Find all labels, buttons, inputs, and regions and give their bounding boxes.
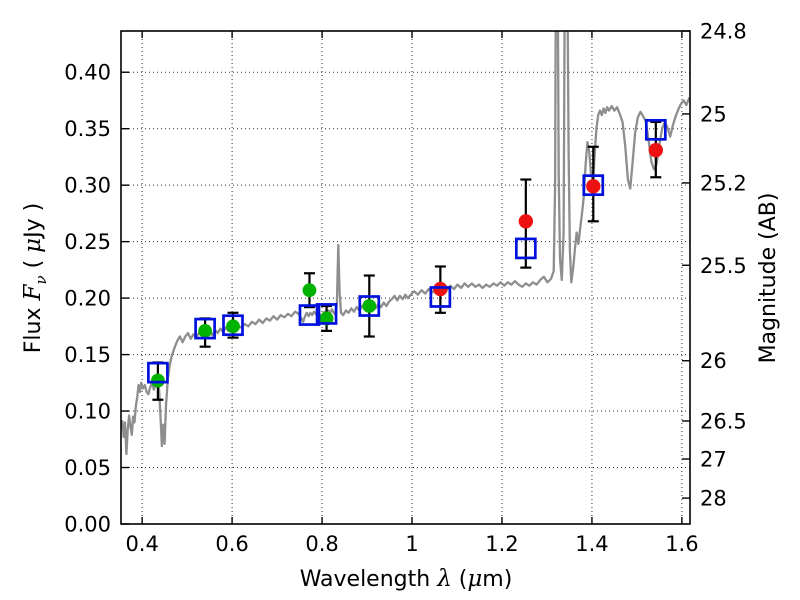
flux-tick-label: 0.40 xyxy=(64,61,111,85)
model-photometry-square xyxy=(358,295,381,317)
green-data-point xyxy=(198,323,213,338)
green-data-point xyxy=(302,283,317,298)
green-data-point xyxy=(362,299,377,313)
spectrum-line xyxy=(121,31,690,456)
model-photometry-square xyxy=(298,304,321,326)
gridlines xyxy=(121,31,690,524)
plot-frame xyxy=(120,30,691,525)
model-photometry-square xyxy=(514,237,537,260)
x-tick-label: 1.6 xyxy=(665,532,698,556)
red-data-point xyxy=(648,142,664,158)
flux-tick-label: 0.35 xyxy=(64,117,111,141)
red-data-point xyxy=(518,214,534,229)
model-photometry-square xyxy=(194,317,216,340)
red-data-point xyxy=(433,281,448,297)
mag-tick-label: 25.2 xyxy=(700,171,747,195)
right-y-axis-label: Magnitude (AB) xyxy=(756,193,781,364)
x-tick-label: 0.8 xyxy=(305,532,338,556)
flux-tick-label: 0.00 xyxy=(64,513,111,537)
flux-tick-label: 0.25 xyxy=(64,230,111,254)
left-y-axis-label: Flux Fν ( μJy ) xyxy=(20,203,50,353)
model-photometry-square xyxy=(315,303,338,325)
flux-tick-label: 0.10 xyxy=(64,400,111,424)
green-data-point xyxy=(226,319,240,334)
model-photometry-square xyxy=(147,361,169,384)
flux-tick-label: 0.05 xyxy=(64,456,111,480)
mag-tick-label: 26.5 xyxy=(700,409,747,433)
mag-tick-label: 26 xyxy=(700,349,727,373)
mag-tick-label: 25 xyxy=(700,102,727,126)
red-data-point xyxy=(586,179,601,194)
model-photometry-square xyxy=(222,314,244,337)
plot-area xyxy=(121,31,690,456)
mag-tick-label: 25.5 xyxy=(700,254,747,278)
model-photometry-square xyxy=(644,118,667,141)
mag-tick-label: 28 xyxy=(700,487,727,511)
x-tick-label: 1.4 xyxy=(575,532,608,556)
mag-tick-label: 27 xyxy=(700,448,727,472)
x-tick-label: 0.4 xyxy=(125,532,158,556)
axis-ticks xyxy=(121,30,690,525)
flux-tick-label: 0.20 xyxy=(64,287,111,311)
model-photometry-square xyxy=(582,174,605,197)
flux-tick-label: 0.15 xyxy=(64,343,111,367)
green-data-point xyxy=(319,311,334,326)
x-tick-label: 1.2 xyxy=(485,532,518,556)
x-tick-label: 1 xyxy=(405,532,418,556)
model-photometry-square xyxy=(429,286,452,308)
x-tick-label: 0.6 xyxy=(215,532,248,556)
x-axis-label: Wavelength λ (μm) xyxy=(300,566,513,592)
green-data-point xyxy=(150,373,165,388)
tick-labels: 0.4 0.6 0.8 1 1.2 1.4 1.6 0.00 0.05 0.10 0.15 0.20 0… xyxy=(64,19,747,556)
flux-tick-label: 0.30 xyxy=(64,174,111,198)
mag-tick-label: 24.8 xyxy=(700,19,747,43)
